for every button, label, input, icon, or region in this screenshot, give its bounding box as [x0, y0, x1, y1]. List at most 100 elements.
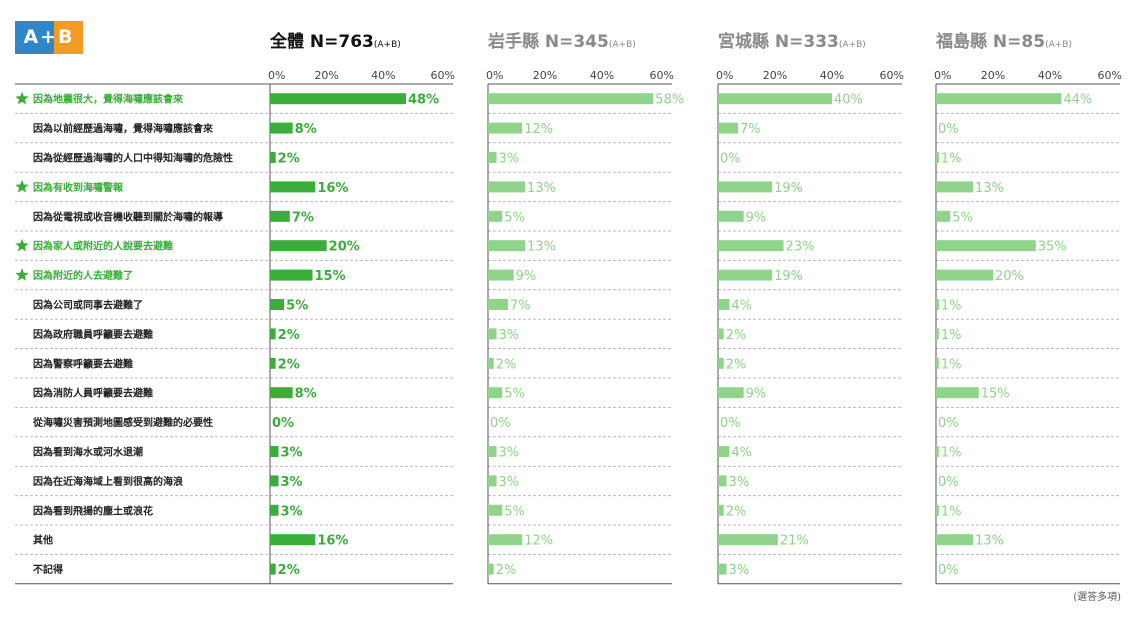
- bar: [488, 504, 503, 516]
- star-icon: [15, 268, 29, 281]
- data-label: 12%: [524, 122, 553, 137]
- data-label: 4%: [731, 299, 752, 314]
- category-label: 因為有收到海嘯警報: [33, 181, 124, 194]
- bar: [488, 122, 523, 134]
- data-label: 15%: [315, 269, 346, 284]
- bar: [718, 475, 727, 487]
- bar: [488, 534, 523, 546]
- data-label: 12%: [524, 534, 553, 549]
- tick-label: 40%: [590, 69, 614, 82]
- data-label: 2%: [726, 328, 747, 343]
- panel-title-suffix: (A+B): [374, 40, 401, 50]
- category-label: 其他: [33, 534, 53, 547]
- data-label: 2%: [278, 563, 300, 578]
- data-label: 0%: [720, 152, 741, 167]
- bar: [270, 181, 316, 193]
- panel-title-suffix: (A+B): [609, 40, 636, 50]
- bar: [270, 446, 279, 457]
- bar: [718, 534, 778, 546]
- data-label: 9%: [746, 210, 767, 225]
- bar: [488, 475, 497, 487]
- data-label: 2%: [726, 357, 747, 372]
- data-label: 9%: [746, 387, 767, 402]
- bar: [488, 446, 497, 457]
- category-label: 因為從經歷過海嘯的人口中得知海嘯的危險性: [33, 152, 233, 165]
- data-label: 8%: [295, 122, 317, 137]
- data-label: 3%: [499, 475, 520, 490]
- data-label: 7%: [740, 122, 761, 137]
- category-label: 因為在近海海域上看到很高的海浪: [33, 475, 183, 488]
- star-icon: [15, 179, 29, 193]
- bar: [488, 357, 494, 369]
- data-label: 58%: [655, 93, 684, 108]
- category-label: 因為以前經歷過海嘯，覺得海嘯應該會來: [33, 122, 213, 135]
- panel-title-n: N=85: [993, 32, 1045, 52]
- bar: [488, 328, 497, 340]
- bar: [718, 328, 724, 340]
- tick-label: 0%: [716, 69, 733, 82]
- data-label: 48%: [408, 93, 439, 108]
- bar: [718, 446, 730, 457]
- panel-title: 宮城縣 N=333(A+B): [718, 31, 866, 52]
- data-label: 15%: [981, 387, 1010, 402]
- data-label: 3%: [281, 446, 303, 461]
- tick-label: 40%: [371, 69, 395, 82]
- bar: [718, 122, 738, 134]
- tick-label: 60%: [431, 69, 455, 82]
- data-label: 3%: [281, 504, 303, 519]
- bar: [936, 534, 974, 546]
- bar: [270, 387, 293, 399]
- data-label: 2%: [496, 357, 517, 372]
- data-label: 3%: [499, 152, 520, 167]
- bar: [718, 387, 744, 399]
- category-label: 因為看到飛揚的塵土或浪花: [33, 504, 153, 517]
- panel-title-region: 全體: [269, 31, 310, 52]
- bar: [270, 93, 406, 105]
- tick-label: 60%: [880, 69, 904, 82]
- panel-title: 岩手縣 N=345(A+B): [487, 31, 636, 52]
- star-icon: [15, 238, 29, 252]
- category-label: 因為消防人員呼籲要去避難: [33, 387, 153, 400]
- bar: [488, 269, 514, 281]
- bar: [936, 152, 939, 163]
- footnote: (選答多項): [1073, 592, 1121, 603]
- tick-label: 20%: [533, 69, 557, 82]
- bar: [270, 269, 313, 281]
- data-label: 0%: [272, 416, 294, 431]
- panel-title-n: N=333: [775, 32, 839, 52]
- bar: [718, 563, 727, 575]
- data-label: 2%: [278, 357, 300, 372]
- data-label: 13%: [527, 240, 556, 255]
- category-label: 因為從電視或收音機收聽到關於海嘯的報導: [33, 210, 223, 223]
- panel-title-n: N=345: [545, 32, 609, 52]
- data-label: 0%: [938, 416, 959, 431]
- bar: [488, 240, 526, 252]
- tick-label: 60%: [1098, 69, 1122, 82]
- bar: [488, 210, 503, 222]
- data-label: 2%: [278, 152, 300, 167]
- tick-label: 0%: [486, 69, 503, 82]
- panel-title-region: 宮城縣: [718, 31, 775, 52]
- data-label: 2%: [726, 504, 747, 519]
- data-label: 1%: [941, 357, 962, 372]
- bar: [718, 93, 832, 105]
- panel-title-region: 福島縣: [935, 31, 993, 52]
- tick-label: 20%: [314, 69, 338, 82]
- data-label: 19%: [774, 269, 803, 284]
- panel-title-region: 岩手縣: [487, 31, 545, 52]
- data-label: 13%: [975, 534, 1004, 549]
- tick-label: 40%: [1038, 69, 1062, 82]
- data-label: 1%: [941, 446, 962, 461]
- category-label: 從海嘯災害預測地圖感受到避難的必要性: [32, 416, 213, 429]
- category-label: 因為地震很大，覺得海嘯應該會來: [33, 93, 183, 106]
- panel-title: 福島縣 N=85(A+B): [935, 31, 1072, 52]
- data-label: 3%: [499, 446, 520, 461]
- data-label: 3%: [499, 328, 520, 343]
- bar: [270, 240, 327, 252]
- bar: [270, 210, 290, 222]
- data-label: 5%: [504, 210, 525, 225]
- data-label: 35%: [1038, 240, 1067, 255]
- bar: [718, 299, 730, 310]
- data-label: 16%: [317, 534, 348, 549]
